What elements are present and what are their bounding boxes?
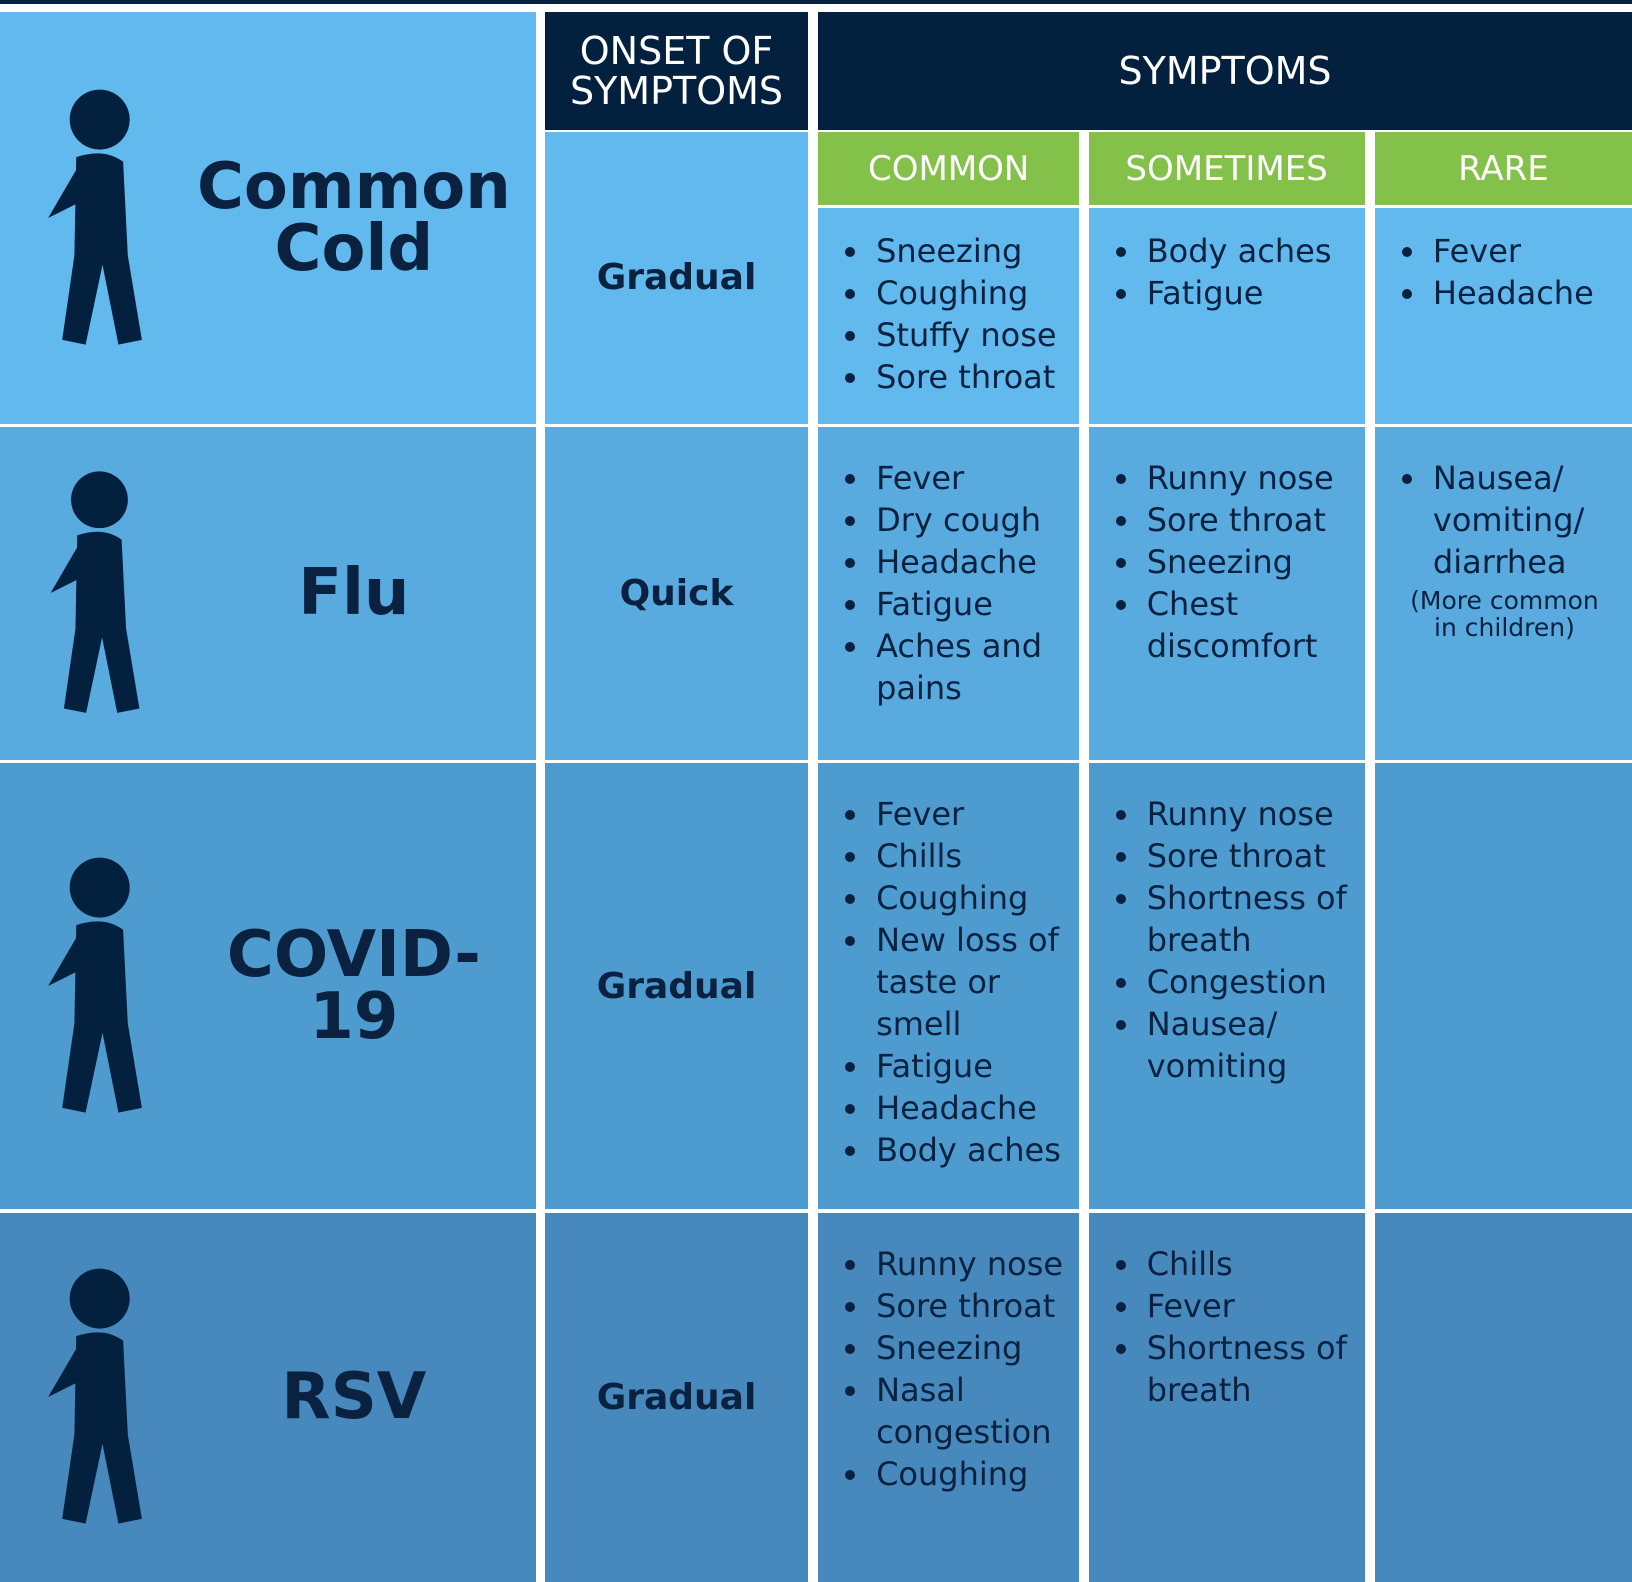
symptom-item: Sneezing xyxy=(1143,541,1357,583)
symptom-list: ChillsFeverShortness of breath xyxy=(1089,1243,1357,1411)
subheader: SOMETIMES xyxy=(1088,132,1365,206)
symptom-item: Headache xyxy=(872,1087,1071,1129)
illness-name: Common Cold xyxy=(196,150,511,287)
illness-name: RSV xyxy=(281,1360,427,1435)
symptom-item: Runny nose xyxy=(1143,793,1357,835)
onset-cell: Gradual xyxy=(545,1212,808,1582)
symptom-item: Aches and pains xyxy=(872,625,1071,709)
symptom-item: Headache xyxy=(1429,272,1624,314)
rare-cell: Nausea/ vomiting/ diarrhea(More common i… xyxy=(1374,426,1632,760)
symptom-item: Sore throat xyxy=(872,356,1071,398)
rare-cell xyxy=(1374,1212,1632,1582)
symptom-list: Runny noseSore throatShortness of breath… xyxy=(1089,793,1357,1087)
symptom-item: Chills xyxy=(1143,1243,1357,1285)
symptom-item: Coughing xyxy=(872,272,1071,314)
symptom-item: Stuffy nose xyxy=(872,314,1071,356)
person-icon xyxy=(48,89,142,345)
symptom-item: Sneezing xyxy=(872,1327,1071,1369)
rare-cell xyxy=(1374,762,1632,1210)
illness-cell: Common Cold xyxy=(0,12,537,424)
rare-note: (More common in children) xyxy=(1410,585,1599,642)
illness-name: Flu xyxy=(298,556,410,631)
symptom-list: FeverChillsCoughingNew loss of taste or … xyxy=(818,793,1071,1171)
symptom-item: Dry cough xyxy=(872,499,1071,541)
illness-cell: RSV xyxy=(0,1212,537,1582)
symptom-item: Nausea/ vomiting/ diarrhea xyxy=(1429,457,1624,583)
symptom-list: FeverDry coughHeadacheFatigueAches and p… xyxy=(818,457,1071,709)
symptom-item: Nausea/ vomiting xyxy=(1143,1003,1357,1087)
symptom-item: Fatigue xyxy=(1143,272,1357,314)
symptom-list: Body achesFatigue xyxy=(1089,230,1357,314)
symptom-item: New loss of taste or smell xyxy=(872,919,1071,1045)
symptom-item: Fatigue xyxy=(872,1045,1071,1087)
onset-header: ONSET OF SYMPTOMS xyxy=(545,12,808,131)
illness-name: COVID-19 xyxy=(226,918,481,1055)
symptom-item: Congestion xyxy=(1143,961,1357,1003)
symptom-item: Chills xyxy=(872,835,1071,877)
symptoms-header: SYMPTOMS xyxy=(818,12,1632,131)
symptom-item: Shortness of breath xyxy=(1143,1327,1357,1411)
person-icon xyxy=(50,471,140,714)
onset-cell: Quick xyxy=(545,426,808,760)
symptom-item: Sore throat xyxy=(1143,835,1357,877)
common-cell: Runny noseSore throatSneezingNasal conge… xyxy=(818,1212,1080,1582)
symptom-list: SneezingCoughingStuffy noseSore throat xyxy=(818,230,1071,398)
symptom-item: Sore throat xyxy=(872,1285,1071,1327)
symptom-item: Coughing xyxy=(872,1453,1071,1495)
sometimes-cell: Runny noseSore throatShortness of breath… xyxy=(1088,762,1365,1210)
common-cell: FeverDry coughHeadacheFatigueAches and p… xyxy=(818,426,1080,760)
symptom-item: Body aches xyxy=(1143,230,1357,272)
person-icon xyxy=(48,1268,142,1524)
symptom-list: Nausea/ vomiting/ diarrhea xyxy=(1375,457,1624,583)
symptom-item: Fever xyxy=(872,793,1071,835)
common-cell: SneezingCoughingStuffy noseSore throat xyxy=(818,208,1080,424)
symptom-item: Sneezing xyxy=(872,230,1071,272)
symptom-item: Headache xyxy=(872,541,1071,583)
symptom-item: Coughing xyxy=(872,877,1071,919)
symptom-item: Fatigue xyxy=(872,583,1071,625)
person-icon xyxy=(48,857,142,1113)
symptom-item: Shortness of breath xyxy=(1143,877,1357,961)
symptom-item: Body aches xyxy=(872,1129,1071,1171)
symptom-list: Runny noseSore throatSneezingChest disco… xyxy=(1089,457,1357,667)
symptom-item: Runny nose xyxy=(1143,457,1357,499)
symptom-item: Sore throat xyxy=(1143,499,1357,541)
top-bar xyxy=(0,0,1632,5)
onset-cell: Gradual xyxy=(545,132,808,424)
symptom-item: Runny nose xyxy=(872,1243,1071,1285)
sometimes-cell: Runny noseSore throatSneezingChest disco… xyxy=(1088,426,1365,760)
onset-cell: Gradual xyxy=(545,762,808,1210)
symptom-item: Fever xyxy=(1429,230,1624,272)
symptom-item: Fever xyxy=(1143,1285,1357,1327)
sometimes-cell: ChillsFeverShortness of breath xyxy=(1088,1212,1365,1582)
subheader: COMMON xyxy=(818,132,1080,206)
symptom-list: Runny noseSore throatSneezingNasal conge… xyxy=(818,1243,1071,1495)
symptom-list: FeverHeadache xyxy=(1375,230,1624,314)
illness-cell: Flu xyxy=(0,426,537,760)
common-cell: FeverChillsCoughingNew loss of taste or … xyxy=(818,762,1080,1210)
symptom-item: Fever xyxy=(872,457,1071,499)
subheader: RARE xyxy=(1374,132,1632,206)
illness-cell: COVID-19 xyxy=(0,762,537,1210)
sometimes-cell: Body achesFatigue xyxy=(1088,208,1365,424)
symptom-item: Chest discomfort xyxy=(1143,583,1357,667)
rare-cell: FeverHeadache xyxy=(1374,208,1632,424)
symptom-item: Nasal congestion xyxy=(872,1369,1071,1453)
